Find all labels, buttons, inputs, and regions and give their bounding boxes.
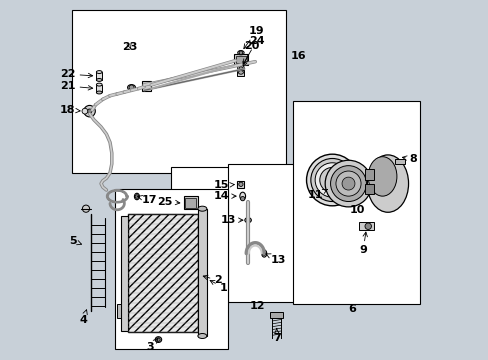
Ellipse shape [239,192,245,200]
Text: 13: 13 [265,254,285,265]
Circle shape [83,105,95,117]
Ellipse shape [237,50,244,55]
Ellipse shape [198,206,206,211]
Text: 15: 15 [214,180,234,190]
Text: 17: 17 [137,195,156,205]
Bar [237,69,244,76]
Circle shape [262,252,265,255]
Text: 5: 5 [69,236,81,246]
Text: 20: 20 [243,41,259,66]
Circle shape [364,223,371,229]
Ellipse shape [134,193,139,200]
Circle shape [238,182,243,186]
Text: 24: 24 [243,36,264,64]
Text: 3: 3 [146,338,158,352]
Circle shape [335,171,360,196]
Bar [228,164,303,302]
Ellipse shape [238,71,243,74]
Circle shape [129,85,134,90]
Ellipse shape [96,91,102,94]
Bar [142,81,151,91]
Text: 11: 11 [307,189,327,200]
Text: 14: 14 [213,191,236,201]
Bar [198,209,206,336]
Bar [117,304,121,318]
Bar [171,167,249,250]
Bar [185,198,196,208]
Circle shape [239,51,242,54]
Ellipse shape [366,155,408,212]
Bar [364,184,373,194]
Bar [234,54,247,65]
Text: 19: 19 [244,26,264,49]
Circle shape [82,108,88,114]
Bar [183,196,198,210]
Bar [237,181,244,188]
Text: 6: 6 [347,304,355,314]
Circle shape [330,166,366,202]
Circle shape [341,177,354,190]
Bar [96,72,102,80]
Bar [235,55,247,63]
Circle shape [306,154,357,206]
Bar [394,159,405,164]
Bar [96,85,102,93]
Circle shape [325,174,338,186]
Ellipse shape [244,218,251,223]
Text: 12: 12 [249,301,264,311]
Text: 8: 8 [402,154,416,164]
Ellipse shape [127,85,135,90]
Circle shape [319,167,344,193]
Text: 10: 10 [349,206,365,216]
Ellipse shape [237,64,244,72]
Text: 23: 23 [122,42,138,52]
Circle shape [329,177,335,183]
Text: 22: 22 [61,69,93,79]
Bar [115,189,228,348]
Ellipse shape [96,78,102,81]
Bar [270,312,283,318]
Circle shape [87,109,92,113]
Ellipse shape [239,67,242,71]
Bar [364,169,373,180]
Circle shape [246,219,249,222]
Bar [128,214,198,332]
Circle shape [314,163,349,197]
Text: 4: 4 [79,310,87,325]
Ellipse shape [96,71,102,73]
Ellipse shape [261,250,266,257]
Text: 16: 16 [290,51,305,61]
Bar [292,101,419,304]
Text: 25: 25 [157,197,180,207]
Bar [121,216,128,330]
Ellipse shape [96,83,102,86]
Circle shape [82,205,89,212]
Ellipse shape [367,157,396,196]
Bar [359,222,373,230]
Bar [72,10,285,173]
Circle shape [240,197,244,201]
Text: 18: 18 [60,105,80,115]
Circle shape [310,158,353,202]
Text: 9: 9 [359,232,366,255]
Text: 13: 13 [220,215,243,225]
Text: 2: 2 [203,275,222,285]
Circle shape [156,338,160,341]
Text: 1: 1 [210,280,227,293]
Text: 7: 7 [272,329,280,343]
Ellipse shape [198,333,206,338]
Circle shape [135,195,139,198]
Circle shape [325,160,371,207]
Ellipse shape [155,337,162,342]
Text: 21: 21 [61,81,93,91]
